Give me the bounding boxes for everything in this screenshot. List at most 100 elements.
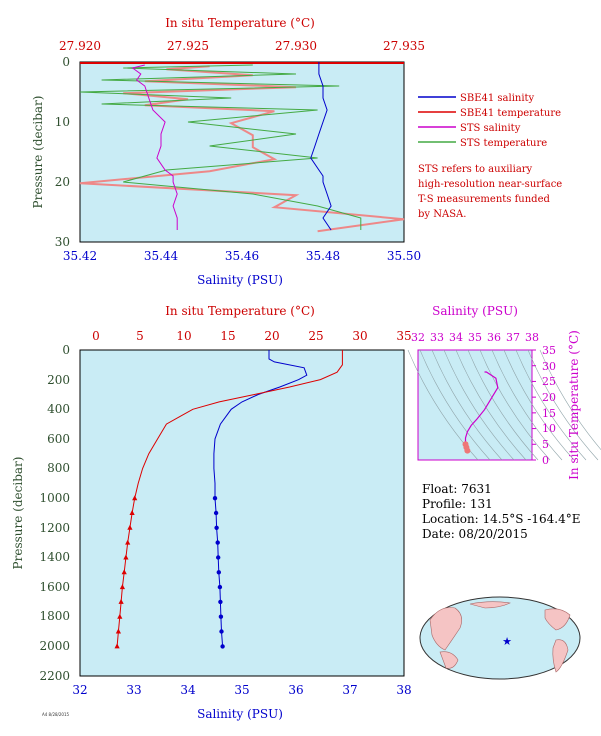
- ts-temp-tick: 20: [542, 391, 556, 404]
- temperature-point: [129, 510, 135, 515]
- footer-stamp: A4 8/28/2015: [42, 712, 70, 717]
- float-info: Float: 7631 Profile: 131 Location: 14.5°…: [422, 482, 580, 541]
- main-temp-tick: 25: [308, 329, 323, 343]
- salinity-point: [216, 570, 221, 575]
- main-pressure-tick: 600: [47, 432, 70, 446]
- top-pressure-tick: 30: [55, 235, 70, 249]
- ts-temp-tick: 15: [542, 407, 556, 420]
- top-temp-tick: 27.930: [275, 39, 317, 53]
- sbe-salinity-line: [310, 62, 332, 231]
- top-salinity-ticks: 35.42 35.44 35.46 35.48 35.50: [63, 249, 421, 263]
- main-panel: In situ Temperature (°C) 0 5 10 15 20 25…: [11, 304, 412, 721]
- map-land-south-america: [552, 639, 569, 673]
- density-contour: [515, 349, 587, 461]
- salinity-point: [220, 644, 225, 649]
- profile-number: Profile: 131: [422, 497, 493, 511]
- map-land-arctic: [469, 601, 511, 609]
- salinity-point: [216, 555, 221, 560]
- ts-sal-tick: 33: [430, 331, 444, 344]
- ts-plot-area: [417, 349, 533, 461]
- main-pressure-tick: 2200: [39, 669, 70, 683]
- ts-sal-tick: 34: [449, 331, 463, 344]
- ts-temp-tick: 10: [542, 422, 556, 435]
- temperature-point: [118, 598, 124, 604]
- top-sal-tick: 35.44: [144, 249, 179, 263]
- ts-sal-tick: 38: [525, 331, 539, 344]
- sts-note-line: high-resolution near-surface: [418, 179, 562, 190]
- main-temp-tick: 20: [264, 329, 279, 343]
- top-sal-tick: 35.42: [63, 249, 97, 263]
- main-pressure-tick: 200: [47, 373, 70, 387]
- date: Date: 08/20/2015: [422, 527, 528, 541]
- main-pressure-tick: 1200: [39, 521, 70, 535]
- main-sal-tick: 38: [396, 683, 411, 697]
- temperature-point: [132, 495, 138, 501]
- float-id: Float: 7631: [422, 482, 492, 496]
- top-sal-tick: 35.48: [306, 249, 340, 263]
- locator-map: ★: [419, 596, 581, 680]
- ts-temperature-ticks: 0 5 10 15 20 25 30 35: [542, 344, 556, 467]
- map-land-asia: [429, 607, 462, 651]
- main-pressure-axis-title: Pressure (decibar): [11, 457, 25, 570]
- temperature-point: [119, 584, 125, 590]
- main-plot-area: [79, 349, 405, 677]
- ts-sal-tick: 36: [487, 331, 501, 344]
- top-temp-tick: 27.925: [167, 39, 209, 53]
- ts-salinity-axis-title: Salinity (PSU): [432, 304, 518, 318]
- top-temp-axis-title: In situ Temperature (°C): [165, 16, 315, 30]
- salinity-point: [218, 614, 224, 619]
- sts-temperature-line: [79, 64, 362, 230]
- main-temp-tick: 10: [176, 329, 191, 343]
- density-contour: [539, 349, 601, 451]
- ts-data-marks: [407, 349, 601, 461]
- ts-panel: Salinity (PSU) 32 33 34 35 36 37 38 0 5 …: [407, 304, 601, 480]
- float-location-marker-icon: ★: [502, 635, 512, 648]
- sts-note: STS refers to auxiliary high-resolution …: [418, 164, 562, 220]
- top-temp-ticks: 27.920 27.925 27.930 27.935: [59, 39, 425, 53]
- top-pressure-ticks: 0 10 20 30: [55, 55, 70, 249]
- salinity-point: [212, 496, 218, 501]
- main-temp-tick: 30: [352, 329, 367, 343]
- salinity-point: [219, 629, 224, 634]
- density-contour: [491, 349, 563, 461]
- main-salinity-ticks: 32 33 34 35 36 37 38: [72, 683, 411, 697]
- location: Location: 14.5°S -164.4°E: [422, 512, 580, 526]
- temperature-point: [125, 539, 131, 545]
- main-pressure-tick: 2000: [39, 639, 70, 653]
- top-data-marks: [79, 62, 405, 233]
- legend-label-sbe-salinity: SBE41 salinity: [460, 93, 535, 104]
- main-temp-axis-title: In situ Temperature (°C): [165, 304, 315, 318]
- salinity-point: [218, 599, 223, 605]
- main-pressure-tick: 1800: [39, 609, 70, 623]
- legend-label-sbe-temperature: SBE41 temperature: [460, 108, 561, 119]
- ts-sal-tick: 32: [411, 331, 425, 344]
- temperature-point: [121, 569, 127, 575]
- salinity-point: [214, 525, 219, 530]
- density-contour: [419, 349, 491, 461]
- main-temp-ticks: 0 5 10 15 20 25 30 35: [92, 329, 411, 343]
- density-contour: [479, 349, 551, 461]
- top-pressure-tick: 0: [62, 55, 70, 69]
- sts-salinity-line: [131, 64, 178, 230]
- main-temp-tick: 0: [92, 329, 100, 343]
- top-pressure-axis-title: Pressure (decibar): [31, 96, 45, 209]
- density-contour: [527, 349, 599, 461]
- ts-temp-tick: 25: [542, 375, 556, 388]
- main-sal-tick: 35: [234, 683, 249, 697]
- temperature-point: [117, 613, 123, 619]
- top-pressure-tick: 10: [55, 115, 70, 129]
- density-contour: [431, 349, 503, 461]
- temperature-point: [115, 628, 121, 634]
- ts-temp-tick: 35: [542, 344, 556, 357]
- main-temp-tick: 35: [396, 329, 411, 343]
- sts-note-line: T-S measurements funded: [418, 194, 550, 205]
- sts-note-line: STS refers to auxiliary: [418, 164, 533, 175]
- top-temp-tick: 27.920: [59, 39, 101, 53]
- density-contour: [467, 349, 539, 461]
- density-contour: [443, 349, 515, 461]
- top-panel: In situ Temperature (°C) 27.920 27.925 2…: [31, 16, 562, 287]
- salinity-profile-line: [213, 350, 308, 647]
- top-sal-tick: 35.46: [225, 249, 259, 263]
- ts-sal-tick: 35: [468, 331, 482, 344]
- top-sal-tick: 35.50: [387, 249, 421, 263]
